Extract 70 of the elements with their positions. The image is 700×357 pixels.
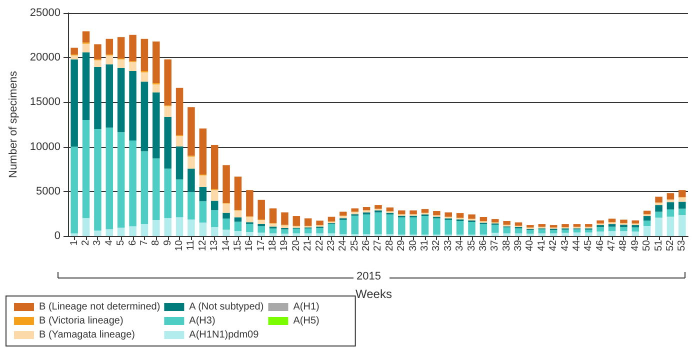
x-tick-label: 10: [174, 240, 186, 252]
x-tick-label: 32: [431, 240, 442, 252]
x-tick-label: 40: [524, 240, 536, 252]
x-tick-label: 1: [68, 240, 80, 246]
x-tick-label: 33: [442, 240, 454, 252]
x-tick-label: 27: [372, 240, 384, 252]
x-tick-label: 26: [361, 240, 372, 252]
x-tick-label: 39: [513, 240, 524, 252]
legend-label: A (Not subtyped): [189, 302, 264, 312]
x-tick-label: 18: [268, 240, 279, 252]
y-tick-label: 25000: [30, 7, 60, 19]
legend-label: A(H1N1)pdm09: [189, 330, 260, 340]
x-tick-label: 44: [571, 240, 582, 252]
x-tick-label: 35: [466, 240, 478, 252]
legend-label: B (Lineage not determined): [39, 302, 160, 312]
legend-label: B (Yamagata lineage): [39, 330, 135, 340]
x-tick-label: 19: [279, 240, 290, 252]
x-tick-label: 5: [116, 240, 127, 246]
x-axis-title: Weeks: [356, 287, 392, 301]
x-tick-label: 25: [349, 240, 360, 252]
x-tick-label: 23: [326, 240, 337, 252]
x-tick-label: 9: [162, 240, 174, 246]
x-tick-label: 51: [653, 240, 664, 252]
legend-label: A(H1): [293, 302, 320, 312]
x-tick-label: 47: [606, 240, 618, 252]
x-tick-label: 42: [548, 240, 560, 252]
y-tick-label: 0: [54, 230, 60, 242]
text: 2015: [356, 270, 381, 282]
x-tick-label: 41: [536, 240, 548, 252]
x-tick-label: 38: [501, 240, 512, 252]
y-axis-title: Number of specimens: [8, 70, 20, 178]
legend-label: A(H5): [293, 316, 320, 326]
legend-label: B (Victoria lineage): [39, 316, 124, 326]
x-tick-label: 20: [290, 240, 302, 252]
x-tick-label: 48: [618, 240, 630, 252]
x-tick-label: 2: [80, 240, 92, 246]
x-tick-label: 53: [676, 240, 688, 252]
x-tick-label: 45: [583, 240, 594, 252]
x-tick-label: 14: [220, 240, 232, 252]
legend-label: A(H3): [189, 316, 216, 326]
x-tick-label: 36: [478, 240, 489, 252]
x-tick-label: 3: [92, 240, 104, 246]
x-tick-label: 31: [420, 240, 430, 252]
x-tick-label: 17: [256, 240, 267, 252]
x-tick-label: 4: [104, 240, 115, 246]
x-tick-label: 12: [197, 240, 208, 252]
x-tick-label: 30: [408, 240, 419, 252]
x-tick-label: 21: [302, 240, 314, 252]
x-tick-label: 37: [490, 240, 501, 252]
x-tick-label: 46: [594, 240, 606, 252]
y-tick-label: 15000: [30, 96, 60, 108]
x-tick-label: 15: [232, 240, 244, 252]
x-tick-label: 34: [454, 240, 466, 252]
x-tick-label: 24: [338, 240, 349, 252]
y-tick-label: 20000: [30, 52, 60, 64]
x-tick-label: 28: [384, 240, 396, 252]
x-tick-label: 50: [642, 240, 653, 252]
y-tick-label: 10000: [30, 140, 60, 153]
x-tick-label: 43: [560, 240, 571, 252]
x-tick-label: 22: [314, 240, 326, 252]
x-tick-label: 16: [244, 240, 256, 252]
x-tick-label: 52: [664, 240, 676, 252]
y-tick-label: 5000: [36, 185, 60, 198]
x-tick-label: 8: [150, 240, 162, 246]
x-tick-label: 13: [209, 240, 220, 252]
x-tick-label: 11: [186, 240, 197, 250]
x-tick-label: 49: [630, 240, 641, 252]
x-tick-label: 29: [396, 240, 408, 252]
x-tick-label: 7: [138, 240, 150, 246]
x-tick-label: 6: [127, 240, 138, 246]
